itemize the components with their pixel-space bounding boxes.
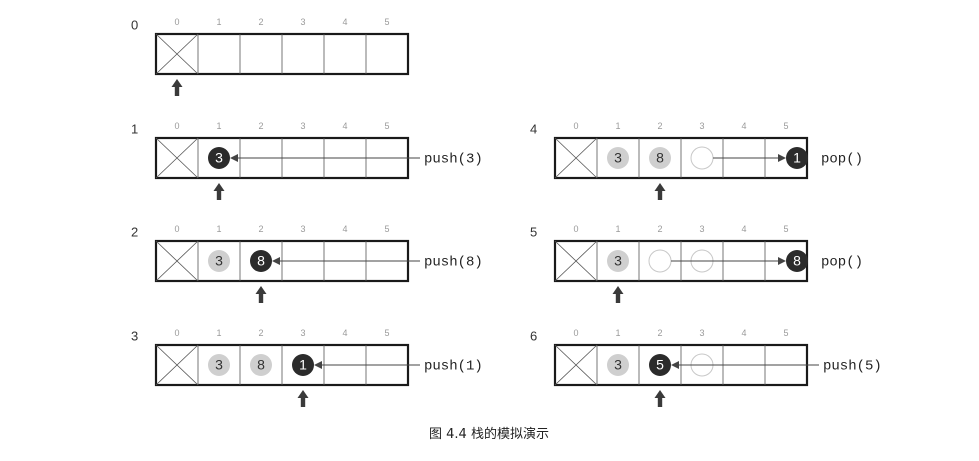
index-label: 4	[741, 224, 746, 234]
index-label: 2	[258, 328, 263, 338]
index-label: 3	[300, 17, 305, 27]
stack-step-0: 0 0 1 2 3 4 5	[131, 17, 408, 96]
ball-value: 3	[614, 357, 622, 373]
index-label: 1	[216, 224, 221, 234]
index-label: 0	[573, 328, 578, 338]
step-number: 4	[530, 121, 537, 136]
top-pointer-icon	[613, 286, 624, 303]
index-label: 1	[615, 224, 620, 234]
stack-step-6: 6 0 1 2 3 4 5 3 5 push(5)	[530, 328, 882, 407]
operation-label: push(8)	[424, 255, 483, 271]
index-label: 2	[258, 121, 263, 131]
index-label: 0	[174, 121, 179, 131]
ball-value: 1	[299, 357, 307, 373]
index-label: 1	[216, 17, 221, 27]
index-label: 5	[384, 224, 389, 234]
index-label: 2	[258, 17, 263, 27]
index-label: 1	[216, 328, 221, 338]
index-label: 3	[699, 224, 704, 234]
stack-step-5: 5 0 1 2 3 4 5 3 8 pop()	[530, 224, 863, 303]
index-label: 3	[699, 328, 704, 338]
index-label: 5	[384, 121, 389, 131]
popped-value: 8	[793, 253, 801, 269]
operation-label: push(5)	[823, 359, 882, 375]
step-number: 2	[131, 224, 138, 239]
index-label: 5	[783, 121, 788, 131]
ghost-ball	[691, 147, 713, 169]
index-label: 0	[174, 17, 179, 27]
ball-value: 5	[656, 357, 664, 373]
step-number: 3	[131, 328, 138, 343]
step-number: 5	[530, 224, 537, 239]
step-number: 1	[131, 121, 138, 136]
top-pointer-icon	[256, 286, 267, 303]
step-number: 6	[530, 328, 537, 343]
index-label: 0	[174, 224, 179, 234]
stack-step-4: 4 0 1 2 3 4 5 3 8 1 pop()	[530, 121, 863, 200]
index-label: 2	[657, 328, 662, 338]
index-label: 3	[300, 224, 305, 234]
index-label: 2	[657, 224, 662, 234]
operation-label: pop()	[821, 152, 863, 168]
stack-step-2: 2 0 1 2 3 4 5 3 8 push(8)	[131, 224, 483, 303]
index-label: 5	[783, 224, 788, 234]
index-label: 3	[300, 328, 305, 338]
operation-label: pop()	[821, 255, 863, 271]
index-label: 0	[573, 224, 578, 234]
index-label: 5	[783, 328, 788, 338]
step-number: 0	[131, 17, 138, 32]
index-label: 4	[342, 328, 347, 338]
index-label: 4	[342, 224, 347, 234]
index-label: 5	[384, 328, 389, 338]
index-label: 4	[741, 328, 746, 338]
index-label: 4	[741, 121, 746, 131]
index-label: 3	[300, 121, 305, 131]
figure-caption: 图 4.4 栈的模拟演示	[429, 426, 549, 442]
index-label: 1	[615, 328, 620, 338]
ball-value: 3	[215, 150, 223, 166]
index-label: 4	[342, 17, 347, 27]
ball-value: 3	[215, 253, 223, 269]
top-pointer-icon	[655, 183, 666, 200]
index-label: 3	[699, 121, 704, 131]
index-label: 1	[615, 121, 620, 131]
index-label: 1	[216, 121, 221, 131]
ball-value: 8	[257, 357, 265, 373]
stack-step-3: 3 0 1 2 3 4 5 3 8 1 push(1)	[131, 328, 483, 407]
index-label: 0	[174, 328, 179, 338]
index-label: 2	[657, 121, 662, 131]
ball-value: 3	[614, 253, 622, 269]
index-label: 2	[258, 224, 263, 234]
index-label: 5	[384, 17, 389, 27]
top-pointer-icon	[298, 390, 309, 407]
operation-label: push(3)	[424, 152, 483, 168]
ball-value: 8	[656, 150, 664, 166]
ball-value: 3	[215, 357, 223, 373]
index-label: 4	[342, 121, 347, 131]
top-pointer-icon	[172, 79, 183, 96]
top-pointer-icon	[214, 183, 225, 200]
popped-value: 1	[793, 150, 801, 166]
ball-value: 8	[257, 253, 265, 269]
stack-step-1: 1 0 1 2 3 4 5 3 push(3)	[131, 121, 483, 200]
ghost-ball	[649, 250, 671, 272]
operation-label: push(1)	[424, 359, 483, 375]
index-label: 0	[573, 121, 578, 131]
ball-value: 3	[614, 150, 622, 166]
top-pointer-icon	[655, 390, 666, 407]
